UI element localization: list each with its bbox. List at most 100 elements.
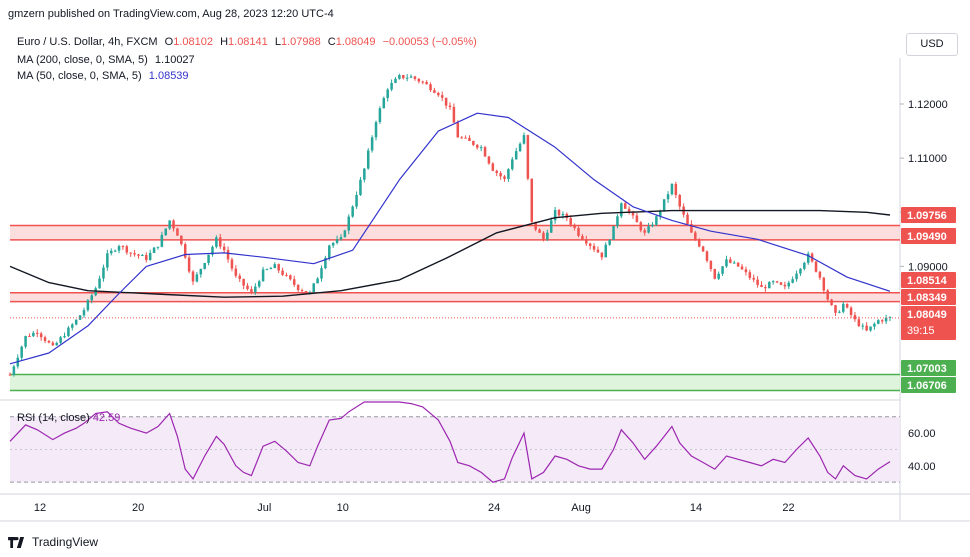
candle-body bbox=[627, 208, 631, 212]
candle-body bbox=[440, 95, 444, 98]
candle-body bbox=[363, 168, 366, 180]
rsi-line bbox=[9, 401, 891, 483]
candle-body bbox=[803, 262, 806, 269]
candle-body bbox=[370, 137, 374, 151]
candle-body bbox=[717, 273, 720, 279]
candle-body bbox=[378, 108, 382, 123]
candle-body bbox=[740, 266, 744, 270]
candle-body bbox=[12, 366, 16, 375]
candle-body bbox=[172, 220, 175, 229]
candle-body bbox=[729, 259, 732, 263]
candle-body bbox=[437, 92, 440, 96]
candle-body bbox=[647, 226, 650, 233]
candle-body bbox=[697, 239, 701, 247]
candle-body bbox=[694, 232, 697, 240]
candle-body bbox=[331, 242, 335, 246]
candle-body bbox=[639, 222, 643, 231]
candle-body bbox=[764, 287, 767, 289]
ma50-line bbox=[9, 112, 891, 365]
candle-body bbox=[842, 303, 845, 312]
candle-body bbox=[183, 244, 187, 258]
candle-body bbox=[86, 300, 90, 311]
rsi-y-tick-label: 40.00 bbox=[908, 461, 936, 473]
ohlc-values: O1.08102 H1.08141 L1.07988 C1.08049 −0.0… bbox=[165, 36, 481, 48]
candle-body bbox=[635, 215, 639, 223]
candle-body bbox=[234, 268, 238, 276]
candle-body bbox=[335, 239, 339, 243]
candle-body bbox=[394, 78, 397, 83]
candle-body bbox=[429, 84, 432, 91]
candle-body bbox=[152, 247, 156, 253]
candle-body bbox=[838, 311, 841, 313]
currency-button[interactable]: USD bbox=[906, 33, 958, 56]
candle-body bbox=[857, 319, 861, 327]
candle-body bbox=[343, 230, 347, 238]
y-tick-label: 1.12000 bbox=[908, 99, 948, 111]
candle-body bbox=[444, 97, 448, 106]
candle-body bbox=[28, 335, 31, 337]
candle-body bbox=[211, 246, 214, 255]
candle-body bbox=[137, 254, 140, 256]
candle-body bbox=[573, 224, 576, 229]
candle-body bbox=[199, 268, 203, 275]
candle-body bbox=[176, 228, 179, 236]
candle-body bbox=[585, 239, 588, 244]
candle-body bbox=[55, 342, 58, 346]
candle-body bbox=[402, 75, 405, 79]
candle-body bbox=[701, 246, 705, 252]
candle-body bbox=[507, 169, 510, 179]
candle-body bbox=[292, 279, 296, 285]
candle-body bbox=[71, 324, 74, 328]
candle-body bbox=[709, 260, 713, 269]
price-level-badge bbox=[901, 289, 956, 305]
tradingview-footer[interactable]: TradingView bbox=[8, 535, 98, 549]
x-tick-label: Aug bbox=[571, 502, 591, 514]
candle-body bbox=[826, 290, 829, 300]
candle-body bbox=[285, 274, 288, 276]
open-label: O bbox=[164, 36, 174, 48]
candle-body bbox=[643, 230, 646, 233]
candle-body bbox=[20, 346, 23, 358]
candle-body bbox=[877, 320, 880, 324]
price-level-badge bbox=[901, 207, 956, 223]
current-price-badge bbox=[901, 306, 956, 340]
candle-body bbox=[623, 203, 627, 209]
close-label: C bbox=[327, 36, 336, 48]
x-tick-label: 14 bbox=[690, 502, 702, 514]
footer-brand: TradingView bbox=[32, 535, 99, 549]
resistance-zone bbox=[10, 292, 900, 302]
y-tick-label: 1.09000 bbox=[908, 261, 948, 273]
candle-body bbox=[464, 137, 467, 139]
candle-body bbox=[651, 224, 654, 227]
low-value: 1.07988 bbox=[280, 36, 321, 48]
ma200-label: MA (200, close, 0, SMA, 5) bbox=[17, 54, 148, 66]
candle-body bbox=[775, 281, 779, 283]
candle-body bbox=[631, 211, 635, 216]
candle-body bbox=[791, 279, 794, 283]
ma200-line bbox=[9, 209, 891, 298]
candle-body bbox=[238, 275, 241, 279]
candle-body bbox=[359, 179, 362, 195]
candle-body bbox=[783, 284, 787, 287]
candle-body bbox=[588, 243, 592, 246]
high-label: H bbox=[220, 36, 229, 48]
candle-body bbox=[351, 206, 354, 217]
candle-body bbox=[534, 221, 537, 230]
candle-body bbox=[616, 216, 619, 227]
candle-body bbox=[90, 295, 94, 301]
candle-body bbox=[398, 75, 401, 79]
candle-body bbox=[129, 252, 132, 254]
candle-body bbox=[250, 289, 253, 293]
candle-body bbox=[713, 268, 717, 279]
candle-body bbox=[678, 195, 681, 207]
tradingview-logo-icon bbox=[8, 537, 25, 549]
candle-body bbox=[133, 253, 136, 255]
candle-body bbox=[148, 252, 152, 260]
candle-body bbox=[316, 278, 319, 284]
candle-body bbox=[78, 315, 82, 320]
candle-body bbox=[180, 235, 183, 245]
candle-body bbox=[557, 209, 561, 216]
candle-body bbox=[308, 292, 312, 294]
candle-body bbox=[662, 199, 666, 211]
